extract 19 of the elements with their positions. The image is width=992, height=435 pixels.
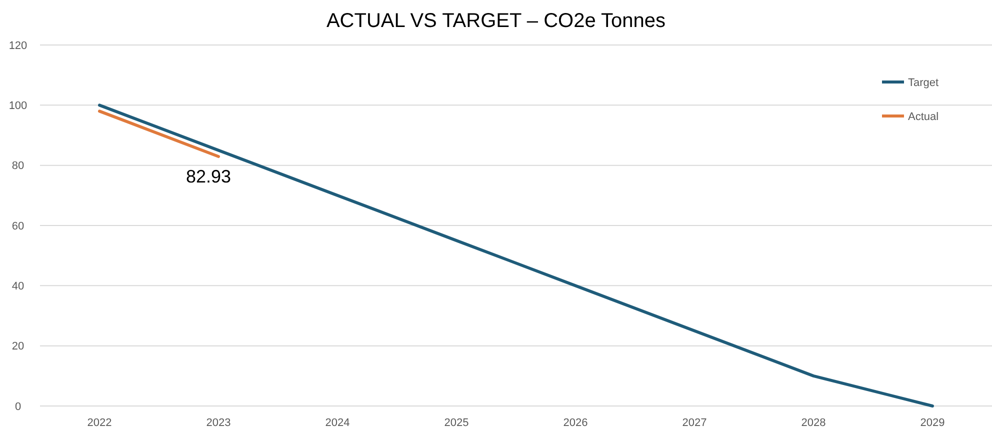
x-tick-label: 2024 (325, 417, 350, 429)
x-tick-label: 2029 (920, 417, 945, 429)
x-tick-label: 2022 (87, 417, 112, 429)
y-tick-label: 100 (8, 100, 28, 112)
y-tick-label: 0 (14, 400, 22, 413)
x-tick-label: 2025 (444, 417, 469, 429)
y-tick-label: 120 (8, 40, 28, 52)
y-tick-label: 40 (12, 280, 24, 293)
y-tick-label: 60 (12, 220, 24, 232)
legend-label: Actual (908, 110, 939, 123)
x-tick-label: 2023 (206, 417, 231, 429)
y-tick-label: 80 (12, 160, 24, 172)
chart-title: ACTUAL VS TARGET – CO2e Tonnes (326, 10, 666, 32)
x-tick-label: 2026 (563, 417, 588, 429)
y-tick-label: 20 (12, 340, 24, 353)
data-label: 82.93 (186, 166, 232, 187)
legend-label: Target (908, 76, 939, 89)
x-tick-label: 2028 (801, 417, 826, 429)
x-tick-label: 2027 (682, 417, 707, 429)
